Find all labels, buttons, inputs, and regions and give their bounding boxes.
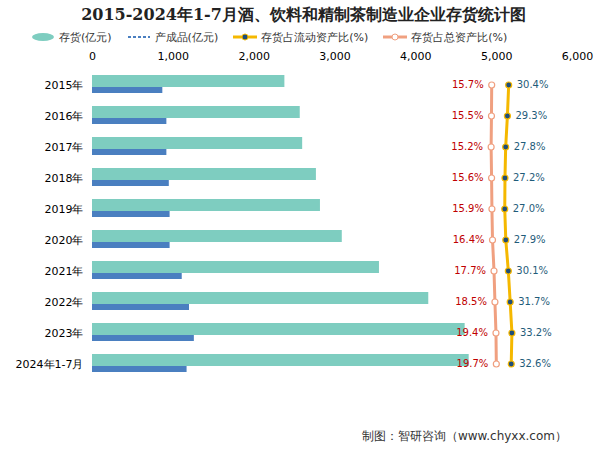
svg-text:31.7%: 31.7%	[518, 296, 550, 307]
html-text:2015-2024年1-7月酒、饮料和精制茶制造业企业存货统: 2015-2024年1-7月酒、饮料和精制茶制造业企业存货统计图	[81, 5, 526, 24]
svg-text:2020年: 2020年	[45, 234, 84, 247]
svg-text:2017年: 2017年	[45, 141, 84, 154]
svg-text:32.6%: 32.6%	[519, 358, 551, 369]
svg-text:2024年1-7月: 2024年1-7月	[16, 358, 84, 371]
svg-text:3,000: 3,000	[319, 50, 351, 63]
svg-text:15.9%: 15.9%	[452, 203, 484, 214]
svg-text:0: 0	[89, 50, 96, 63]
svg-text:15.6%: 15.6%	[452, 172, 484, 183]
svg-text:29.3%: 29.3%	[515, 110, 547, 121]
svg-text:16.4%: 16.4%	[453, 234, 485, 245]
html-text:存货占流动资产比(%): 存货占流动资产比(%)	[261, 30, 369, 44]
svg-text:2018年: 2018年	[45, 172, 84, 185]
svg-text:30.4%: 30.4%	[517, 79, 549, 90]
svg-text:5,000: 5,000	[481, 50, 512, 63]
svg-text:2023年: 2023年	[45, 327, 84, 340]
svg-text:33.2%: 33.2%	[520, 327, 552, 338]
svg-text:2,000: 2,000	[238, 50, 270, 63]
svg-text:15.2%: 15.2%	[451, 141, 483, 152]
html-text:存货(亿元): 存货(亿元)	[59, 30, 112, 44]
svg-text:27.2%: 27.2%	[513, 172, 545, 183]
svg-text:19.4%: 19.4%	[456, 327, 488, 338]
html-text:产成品(亿元): 产成品(亿元)	[154, 30, 219, 44]
svg-text:1,000: 1,000	[158, 50, 190, 63]
svg-text:2022年: 2022年	[45, 296, 84, 309]
svg-text:4,000: 4,000	[400, 50, 432, 63]
svg-text:6,000: 6,000	[562, 50, 594, 63]
svg-text:30.1%: 30.1%	[516, 265, 548, 276]
svg-text:27.9%: 27.9%	[514, 234, 546, 245]
html-text:存货占总资产比(%): 存货占总资产比(%)	[411, 30, 508, 44]
svg-text:19.7%: 19.7%	[457, 358, 489, 369]
svg-text:2019年: 2019年	[45, 203, 84, 216]
svg-text:2016年: 2016年	[45, 110, 84, 123]
svg-text:15.5%: 15.5%	[452, 110, 484, 121]
svg-text:18.5%: 18.5%	[455, 296, 487, 307]
svg-text:2015年: 2015年	[45, 79, 84, 92]
svg-text:27.0%: 27.0%	[513, 203, 545, 214]
svg-text:15.7%: 15.7%	[452, 79, 484, 90]
html-text:制图：智研咨询（www.chyxx.com）: 制图：智研咨询（www.chyxx.com）	[361, 429, 567, 443]
svg-text:17.7%: 17.7%	[454, 265, 486, 276]
svg-text:27.8%: 27.8%	[514, 141, 546, 152]
svg-text:2021年: 2021年	[45, 265, 84, 278]
